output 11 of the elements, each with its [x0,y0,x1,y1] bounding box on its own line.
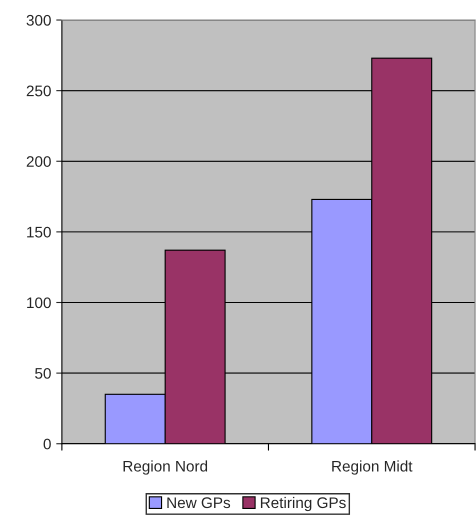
y-tick-label: 250 [26,86,51,96]
y-tick-label: 200 [26,156,51,167]
y-tick-label: 300 [26,14,51,26]
y-tick-label: 0 [44,438,51,450]
legend-label: New GPs [167,497,230,508]
y-tick-label: 150 [27,226,51,238]
x-tick-label: Region Nord [124,460,208,475]
legend-label: Retiring GPs [260,496,346,512]
y-tick-label: 100 [27,297,51,308]
x-tick-label: Region Midt [332,460,412,475]
y-tick-label: 50 [35,368,51,379]
